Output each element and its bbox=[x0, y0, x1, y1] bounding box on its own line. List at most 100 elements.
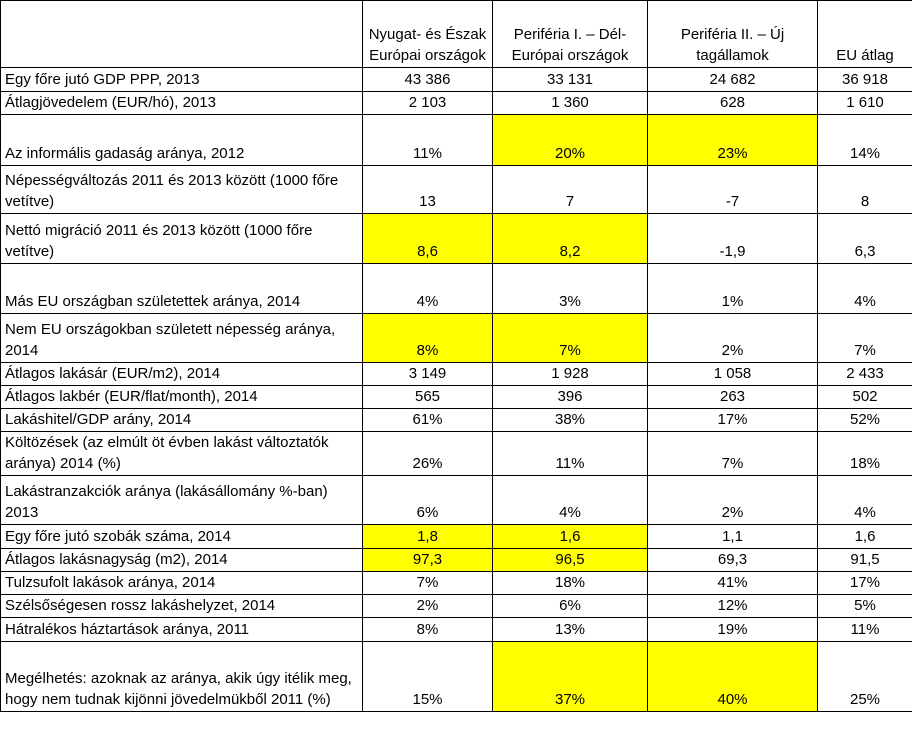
value-cell: 11% bbox=[492, 431, 648, 476]
value-cell: 1,6 bbox=[492, 524, 648, 549]
row-label: Nem EU országokban született népesség ar… bbox=[0, 313, 363, 363]
table-row: Nettó migráció 2011 és 2013 között (1000… bbox=[0, 213, 912, 264]
table-row: Tulzsufolt lakások aránya, 2014 7% 18% 41% 1… bbox=[0, 571, 912, 595]
table-row: Az informális gadaság aránya, 2012 11% 20%… bbox=[0, 114, 912, 166]
value-cell: 37% bbox=[492, 641, 648, 712]
value-cell: 565 bbox=[362, 385, 493, 409]
value-cell: 41% bbox=[647, 571, 818, 595]
header-cell-eu-average: EU átlag bbox=[817, 0, 912, 68]
header-cell-periphery-2: Periféria II. – Új tagállamok bbox=[647, 0, 818, 68]
table-row: Szélsőségesen rossz lakáshelyzet, 2014 2%… bbox=[0, 594, 912, 618]
value-cell: 2% bbox=[647, 313, 818, 363]
value-cell: 61% bbox=[362, 408, 493, 432]
value-cell: 40% bbox=[647, 641, 818, 712]
row-label: Az informális gadaság aránya, 2012 bbox=[0, 114, 363, 166]
table-row: Átlagos lakásár (EUR/m2), 2014 3 149 1 928… bbox=[0, 362, 912, 386]
value-cell: 6% bbox=[362, 475, 493, 525]
header-cell-empty bbox=[0, 0, 363, 68]
row-label: Tulzsufolt lakások aránya, 2014 bbox=[0, 571, 363, 595]
table-row: Átlagos lakbér (EUR/flat/month), 2014 565… bbox=[0, 385, 912, 409]
value-cell: 18% bbox=[492, 571, 648, 595]
value-cell: 69,3 bbox=[647, 548, 818, 572]
value-cell: 26% bbox=[362, 431, 493, 476]
table-row: Nem EU országokban született népesség ar… bbox=[0, 313, 912, 363]
table-row: Költözések (az elmúlt öt évben lakást vá… bbox=[0, 431, 912, 476]
value-cell: 18% bbox=[817, 431, 912, 476]
value-cell: 6% bbox=[492, 594, 648, 618]
row-label: Lakástranzakciók aránya (lakásállomány %… bbox=[0, 475, 363, 525]
value-cell: 4% bbox=[492, 475, 648, 525]
value-cell: 1% bbox=[647, 263, 818, 314]
value-cell: 7% bbox=[817, 313, 912, 363]
value-cell: 8 bbox=[817, 165, 912, 214]
value-cell: 263 bbox=[647, 385, 818, 409]
table-row: Átlagjövedelem (EUR/hó), 2013 2 103 1 360 6… bbox=[0, 91, 912, 115]
value-cell: 25% bbox=[817, 641, 912, 712]
value-cell: 8% bbox=[362, 617, 493, 642]
value-cell: 1,6 bbox=[817, 524, 912, 549]
value-cell: 7% bbox=[492, 313, 648, 363]
row-label: Hátralékos háztartások aránya, 2011 bbox=[0, 617, 363, 642]
value-cell: 33 131 bbox=[492, 67, 648, 92]
value-cell: 43 386 bbox=[362, 67, 493, 92]
value-cell: 11% bbox=[362, 114, 493, 166]
row-label: Átlagos lakbér (EUR/flat/month), 2014 bbox=[0, 385, 363, 409]
value-cell: 36 918 bbox=[817, 67, 912, 92]
comparison-table: Nyugat- és Észak Európai országok Perifé… bbox=[0, 0, 912, 712]
value-cell: 1 610 bbox=[817, 91, 912, 115]
row-label: Átlagjövedelem (EUR/hó), 2013 bbox=[0, 91, 363, 115]
value-cell: 91,5 bbox=[817, 548, 912, 572]
row-label: Szélsőségesen rossz lakáshelyzet, 2014 bbox=[0, 594, 363, 618]
value-cell: 1 058 bbox=[647, 362, 818, 386]
value-cell: 8,2 bbox=[492, 213, 648, 264]
header-cell-periphery-1: Periféria I. – Dél-Európai országok bbox=[492, 0, 648, 68]
table-row: Megélhetés: azoknak az aránya, akik úgy … bbox=[0, 641, 912, 712]
table-row: Népességváltozás 2011 és 2013 között (10… bbox=[0, 165, 912, 214]
value-cell: 8,6 bbox=[362, 213, 493, 264]
value-cell: 2 433 bbox=[817, 362, 912, 386]
row-label: Nettó migráció 2011 és 2013 között (1000… bbox=[0, 213, 363, 264]
value-cell: 1,8 bbox=[362, 524, 493, 549]
table-row: Lakáshitel/GDP arány, 2014 61% 38% 17% 52% bbox=[0, 408, 912, 432]
row-label: Népességváltozás 2011 és 2013 között (10… bbox=[0, 165, 363, 214]
value-cell: 11% bbox=[817, 617, 912, 642]
value-cell: 19% bbox=[647, 617, 818, 642]
row-label: Lakáshitel/GDP arány, 2014 bbox=[0, 408, 363, 432]
value-cell: 13% bbox=[492, 617, 648, 642]
value-cell: 14% bbox=[817, 114, 912, 166]
value-cell: 96,5 bbox=[492, 548, 648, 572]
row-label: Egy főre jutó GDP PPP, 2013 bbox=[0, 67, 363, 92]
value-cell: 628 bbox=[647, 91, 818, 115]
value-cell: 7 bbox=[492, 165, 648, 214]
header-row: Nyugat- és Észak Európai országok Perifé… bbox=[0, 0, 912, 68]
row-label: Egy főre jutó szobák száma, 2014 bbox=[0, 524, 363, 549]
value-cell: 4% bbox=[362, 263, 493, 314]
value-cell: 38% bbox=[492, 408, 648, 432]
value-cell: 7% bbox=[647, 431, 818, 476]
table-row: Más EU országban születettek aránya, 201… bbox=[0, 263, 912, 314]
value-cell: 4% bbox=[817, 263, 912, 314]
value-cell: 3% bbox=[492, 263, 648, 314]
row-label: Megélhetés: azoknak az aránya, akik úgy … bbox=[0, 641, 363, 712]
table-row: Egy főre jutó szobák száma, 2014 1,8 1,6 1,… bbox=[0, 524, 912, 549]
value-cell: 15% bbox=[362, 641, 493, 712]
value-cell: -7 bbox=[647, 165, 818, 214]
value-cell: 2% bbox=[647, 475, 818, 525]
value-cell: 7% bbox=[362, 571, 493, 595]
row-label: Átlagos lakásnagyság (m2), 2014 bbox=[0, 548, 363, 572]
value-cell: 24 682 bbox=[647, 67, 818, 92]
value-cell: 23% bbox=[647, 114, 818, 166]
value-cell: 6,3 bbox=[817, 213, 912, 264]
value-cell: 2% bbox=[362, 594, 493, 618]
value-cell: 5% bbox=[817, 594, 912, 618]
value-cell: 1 928 bbox=[492, 362, 648, 386]
value-cell: 1,1 bbox=[647, 524, 818, 549]
value-cell: 20% bbox=[492, 114, 648, 166]
table-row: Egy főre jutó GDP PPP, 2013 43 386 33 131 2… bbox=[0, 67, 912, 92]
value-cell: 17% bbox=[647, 408, 818, 432]
row-label: Átlagos lakásár (EUR/m2), 2014 bbox=[0, 362, 363, 386]
value-cell: -1,9 bbox=[647, 213, 818, 264]
table-row: Átlagos lakásnagyság (m2), 2014 97,3 96,5 6… bbox=[0, 548, 912, 572]
value-cell: 3 149 bbox=[362, 362, 493, 386]
value-cell: 17% bbox=[817, 571, 912, 595]
